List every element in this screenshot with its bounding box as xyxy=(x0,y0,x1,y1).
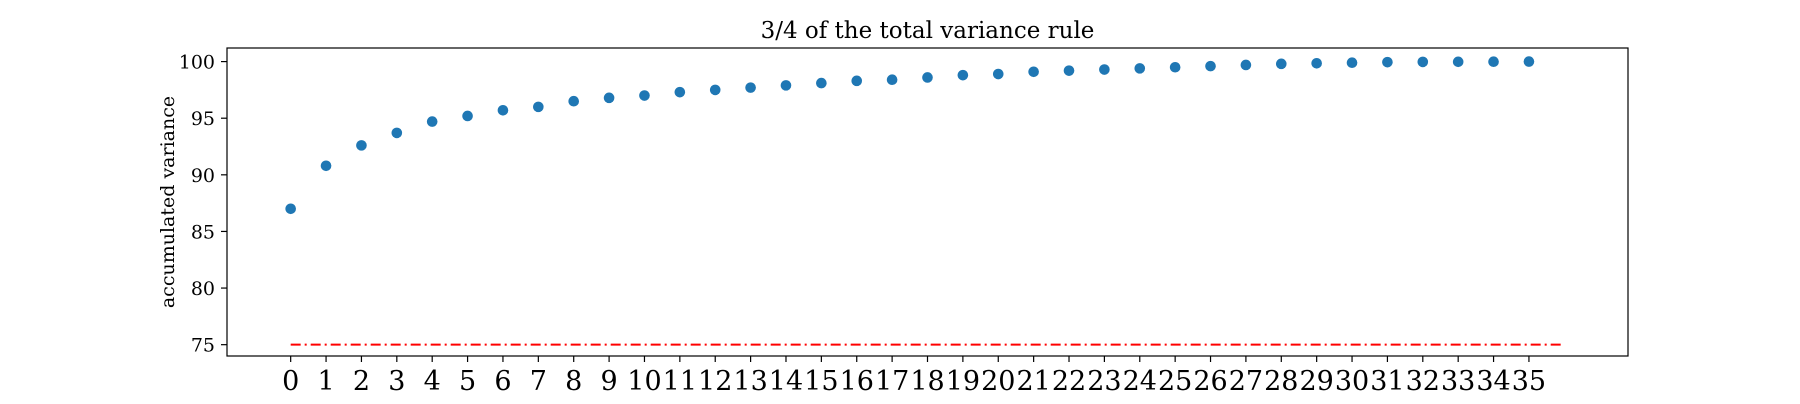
x-tick-label: 16 xyxy=(840,366,874,397)
y-tick-label: 80 xyxy=(191,278,215,300)
x-tick-label: 22 xyxy=(1052,366,1086,397)
x-tick-label: 31 xyxy=(1370,366,1404,397)
x-tick-label: 11 xyxy=(663,366,697,397)
data-point xyxy=(1028,66,1039,78)
x-tick-label: 35 xyxy=(1512,366,1546,397)
data-point xyxy=(957,69,969,81)
x-tick-label: 24 xyxy=(1123,366,1157,397)
data-point xyxy=(497,104,509,116)
x-tick-label: 28 xyxy=(1264,366,1298,397)
data-point xyxy=(1063,65,1075,76)
y-tick-label: 95 xyxy=(191,108,215,130)
data-point xyxy=(356,140,367,151)
x-tick-label: 25 xyxy=(1158,366,1192,397)
data-point xyxy=(922,72,933,83)
x-tick-label: 10 xyxy=(627,366,661,397)
data-point xyxy=(639,90,650,101)
data-point xyxy=(816,77,827,89)
data-point xyxy=(1452,56,1464,68)
x-tick-label: 27 xyxy=(1229,366,1263,397)
x-tick-label: 12 xyxy=(698,366,732,397)
y-tick-label: 75 xyxy=(191,335,215,357)
x-tick-label: 34 xyxy=(1476,366,1510,397)
x-tick-label: 26 xyxy=(1193,366,1227,397)
x-tick-label: 9 xyxy=(600,366,617,397)
y-tick-label: 100 xyxy=(179,52,215,74)
x-tick-label: 23 xyxy=(1087,366,1121,397)
x-tick-label: 4 xyxy=(424,366,441,397)
data-point xyxy=(780,80,792,91)
data-point xyxy=(1346,57,1358,69)
data-point xyxy=(426,116,438,127)
chart-title: 3/4 of the total variance rule xyxy=(761,18,1095,44)
data-point xyxy=(851,75,863,87)
data-point xyxy=(391,127,403,139)
data-point xyxy=(285,203,296,215)
y-tick-label: 85 xyxy=(191,221,215,243)
x-tick-label: 29 xyxy=(1299,366,1333,397)
data-point xyxy=(1169,61,1181,73)
y-tick-label: 90 xyxy=(191,165,215,187)
x-tick-label: 32 xyxy=(1406,366,1440,397)
data-point xyxy=(1275,58,1287,70)
data-point xyxy=(674,86,686,98)
data-point xyxy=(745,82,756,93)
data-point xyxy=(320,160,332,172)
data-point xyxy=(709,84,721,96)
data-point xyxy=(1240,59,1252,71)
x-tick-label: 1 xyxy=(317,366,334,397)
x-tick-label: 7 xyxy=(530,366,547,397)
data-point xyxy=(1134,63,1146,74)
data-point xyxy=(462,110,473,122)
data-point xyxy=(1311,57,1322,69)
data-point xyxy=(1523,56,1535,67)
x-tick-label: 20 xyxy=(981,366,1015,397)
x-tick-label: 13 xyxy=(733,366,767,397)
x-tick-label: 6 xyxy=(494,366,511,397)
x-tick-label: 30 xyxy=(1335,366,1369,397)
x-tick-label: 0 xyxy=(282,366,299,397)
x-tick-label: 5 xyxy=(459,366,476,397)
data-point xyxy=(568,95,580,107)
data-point xyxy=(533,101,544,113)
data-point xyxy=(603,92,615,104)
data-point xyxy=(992,68,1004,80)
x-tick-label: 21 xyxy=(1016,366,1050,397)
data-point xyxy=(1417,56,1429,68)
data-point xyxy=(1488,56,1499,68)
axes-frame xyxy=(226,47,1629,357)
x-tick-label: 2 xyxy=(353,366,370,397)
x-tick-label: 3 xyxy=(388,366,405,397)
x-tick-label: 8 xyxy=(565,366,582,397)
data-point xyxy=(1099,64,1110,75)
y-axis-label: accumulated variance xyxy=(157,96,179,308)
x-tick-label: 17 xyxy=(875,366,909,397)
data-point xyxy=(1205,60,1216,72)
x-tick-label: 14 xyxy=(769,366,803,397)
data-point xyxy=(1382,56,1393,68)
data-point xyxy=(886,74,898,86)
x-tick-label: 15 xyxy=(804,366,838,397)
x-tick-label: 18 xyxy=(910,366,944,397)
x-tick-label: 33 xyxy=(1441,366,1475,397)
x-tick-label: 19 xyxy=(946,366,980,397)
